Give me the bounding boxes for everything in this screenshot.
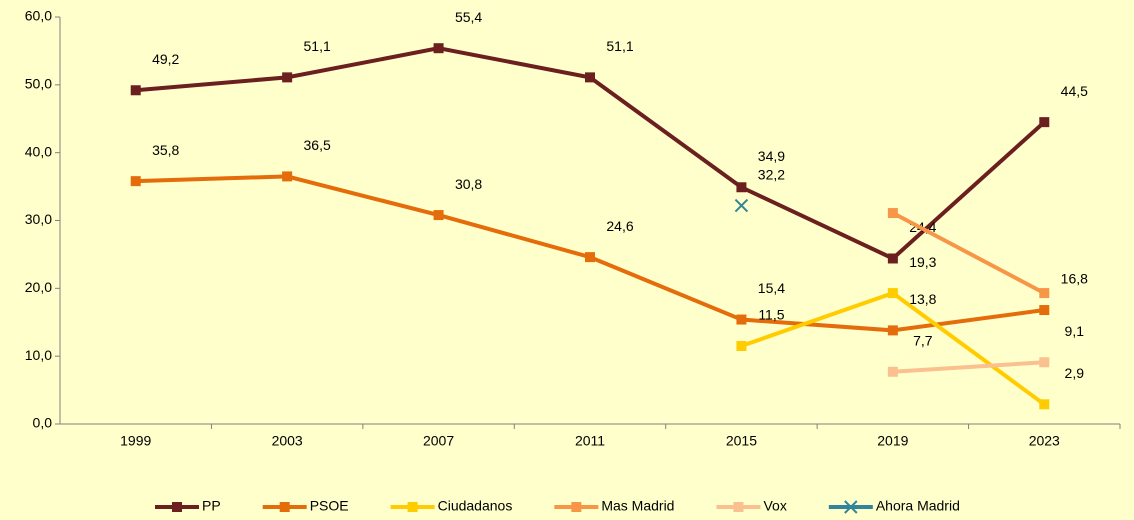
legend-label: PSOE xyxy=(310,498,349,514)
data-label: 13,8 xyxy=(909,291,936,307)
x-tick-label: 2011 xyxy=(575,433,605,449)
y-tick-label: 10,0 xyxy=(25,347,52,363)
y-tick-label: 40,0 xyxy=(25,143,52,159)
point xyxy=(1039,305,1050,316)
point xyxy=(433,210,444,221)
data-label: 44,5 xyxy=(1061,83,1088,99)
legend-marker xyxy=(172,502,182,512)
legend-label: Mas Madrid xyxy=(601,498,674,514)
data-label: 11,5 xyxy=(758,307,784,323)
x-tick-label: 2023 xyxy=(1029,433,1060,449)
series-line xyxy=(892,360,1045,374)
point xyxy=(282,171,293,182)
point xyxy=(433,43,444,54)
legend-marker xyxy=(844,500,858,514)
point xyxy=(736,340,747,351)
legend-label: PP xyxy=(202,498,221,514)
point xyxy=(585,72,595,83)
point xyxy=(1039,399,1050,410)
point xyxy=(887,208,898,219)
point xyxy=(130,85,141,96)
data-label: 7,7 xyxy=(913,332,933,348)
point xyxy=(1039,117,1050,128)
data-label: 55,4 xyxy=(455,9,482,25)
data-label: 2,9 xyxy=(1065,365,1085,381)
series-line xyxy=(740,290,1046,406)
legend-label: Ahora Madrid xyxy=(876,498,960,514)
data-label: 30,8 xyxy=(455,176,482,192)
legend-label: Ciudadanos xyxy=(438,498,513,514)
point xyxy=(887,288,898,299)
y-tick-label: 0,0 xyxy=(33,415,53,431)
x-tick-label: 2019 xyxy=(877,433,908,449)
point xyxy=(736,314,747,325)
point xyxy=(734,198,749,213)
point xyxy=(887,366,898,377)
legend-marker xyxy=(571,502,582,512)
y-tick-label: 60,0 xyxy=(25,8,52,24)
legend-label: Vox xyxy=(763,498,786,514)
y-tick-label: 30,0 xyxy=(25,211,52,227)
point xyxy=(736,182,747,193)
y-tick-label: 20,0 xyxy=(25,279,52,295)
data-label: 34,9 xyxy=(758,148,785,164)
x-tick-label: 2003 xyxy=(272,433,303,449)
point xyxy=(130,176,141,187)
data-label: 19,3 xyxy=(909,254,936,270)
x-tick-label: 2015 xyxy=(726,433,757,449)
data-label: 16,8 xyxy=(1061,271,1088,287)
data-label: 15,4 xyxy=(758,280,785,296)
x-tick-label: 1999 xyxy=(120,433,151,449)
data-label: 32,2 xyxy=(758,166,785,182)
series-line xyxy=(891,211,1046,295)
data-label: 36,5 xyxy=(304,137,331,153)
data-label: 49,2 xyxy=(152,51,179,67)
data-label: 9,1 xyxy=(1065,323,1085,339)
data-label: 51,1 xyxy=(606,38,633,54)
point xyxy=(282,72,293,83)
point xyxy=(887,325,898,336)
legend-marker xyxy=(407,502,418,512)
data-label: 35,8 xyxy=(152,142,179,158)
point xyxy=(1039,288,1050,299)
data-label: 24,6 xyxy=(606,218,633,234)
point xyxy=(1039,357,1050,368)
legend-marker xyxy=(279,502,290,512)
y-tick-label: 50,0 xyxy=(25,76,52,92)
data-label: 51,1 xyxy=(304,38,331,54)
point xyxy=(585,252,595,263)
x-tick-label: 2007 xyxy=(423,433,454,449)
legend-marker xyxy=(733,502,744,512)
point xyxy=(887,253,898,264)
